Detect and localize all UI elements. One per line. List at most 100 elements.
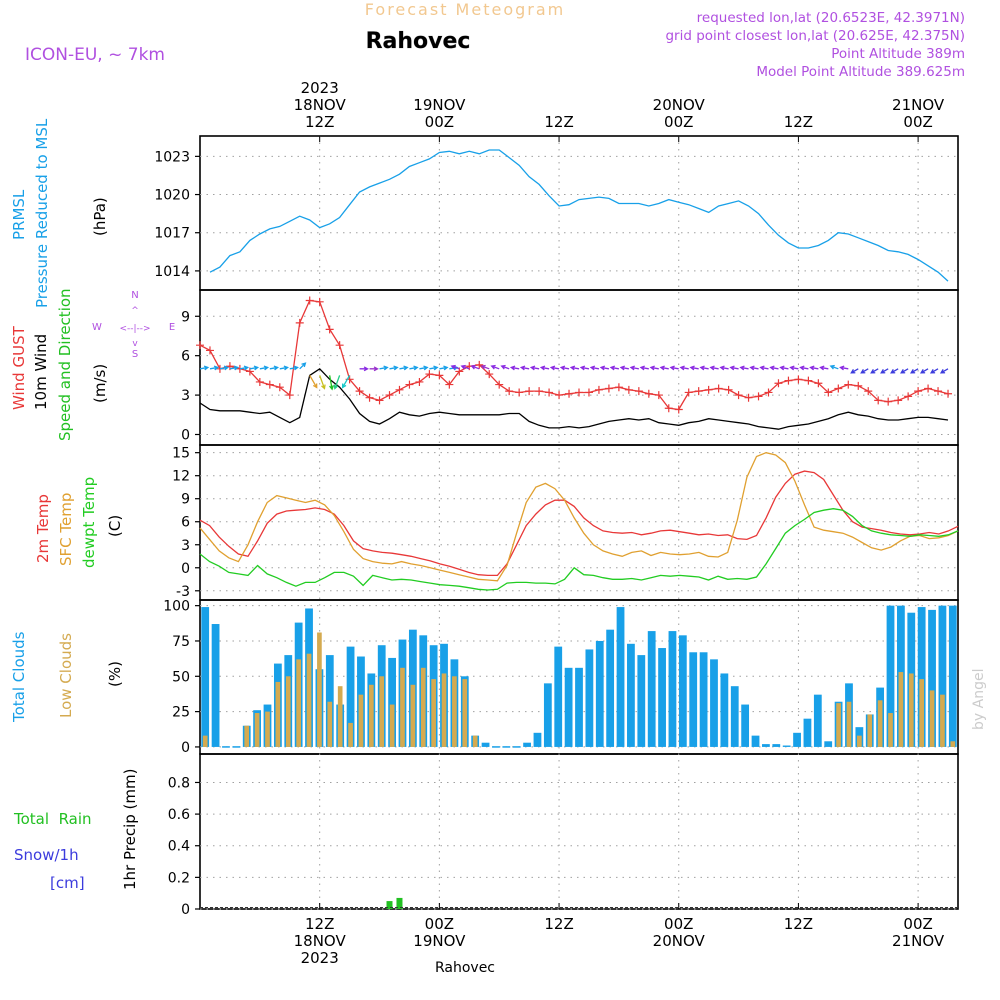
total-cloud-bar: [647, 631, 656, 747]
precip-label-rain: Total Rain: [13, 810, 92, 828]
wind-direction-arrow: [850, 368, 859, 374]
total-cloud-bar: [564, 667, 573, 747]
bottom-time-label: 12Z: [784, 915, 813, 933]
total-cloud-bar: [325, 655, 334, 747]
total-cloud-bar: [533, 732, 542, 747]
wind-direction-arrow: [199, 365, 210, 371]
wind-gust-marker: [674, 405, 683, 414]
wind-gust-marker: [415, 377, 424, 386]
wind-gust-marker: [814, 379, 823, 388]
total-cloud-bar: [388, 657, 396, 747]
wind-direction-arrow: [480, 364, 490, 370]
temp-unit: (C): [106, 515, 124, 537]
wind-direction-arrow: [299, 362, 307, 370]
wind-direction-arrow: [569, 365, 580, 371]
model-altitude: Model Point Altitude 389.625m: [756, 64, 965, 80]
total-cloud-bar: [928, 609, 936, 747]
wind-gust-marker: [225, 362, 234, 371]
total-cloud-bar: [730, 686, 739, 747]
total-cloud-bar: [523, 742, 531, 747]
low-cloud-bar: [846, 701, 852, 747]
wind-direction-arrow: [549, 365, 560, 371]
pressure-label-prmsl: PRMSL: [10, 189, 28, 240]
wind-gust-marker: [196, 341, 204, 350]
wind-gust-marker: [445, 380, 454, 389]
wind-direction-arrow: [809, 365, 819, 371]
watermark: by Angel: [971, 669, 987, 730]
wind-gust-marker: [335, 341, 344, 350]
wind-tick-label: 6: [181, 349, 190, 365]
wind-ylabels: Wind GUST 10m Wind Speed and Direction (…: [10, 288, 175, 441]
total-cloud-bar: [554, 646, 563, 747]
total-cloud-bar: [201, 607, 210, 747]
wind-gust-marker: [405, 380, 414, 389]
precip-tick-label: 0.6: [168, 807, 190, 823]
wind-direction-arrow: [789, 365, 799, 371]
pressure-tick-label: 1017: [154, 226, 190, 242]
model-label: ICON-EU, ~ 7km: [25, 45, 165, 65]
wind-direction-arrow: [839, 365, 849, 371]
wind-direction-arrow: [219, 365, 230, 371]
data-marks: [196, 149, 959, 909]
wind-gust-marker: [754, 392, 763, 401]
total-cloud-bar: [699, 652, 708, 747]
y-ticks: 1014 1017 1020 1023 0 3 6 9 -3 0 3 6 9 12 15 0 25 50 75 100…: [154, 149, 200, 918]
requested-coords: requested lon,lat (20.6523E, 42.3971N): [697, 10, 965, 26]
top-time-label: 12Z: [305, 113, 334, 131]
wind-gust-marker: [435, 371, 444, 380]
footer-location: Rahovec: [435, 960, 495, 976]
wind-direction-arrow: [589, 365, 600, 371]
low-cloud-bar: [368, 684, 374, 747]
location-title: Rahovec: [366, 29, 471, 54]
top-time-label: 12Z: [544, 113, 573, 131]
wind-direction-arrow: [649, 365, 659, 371]
bottom-time-label: 20NOV: [653, 932, 706, 950]
wind-direction-arrow: [629, 365, 639, 371]
wind-gust-marker: [555, 391, 564, 400]
pressure-frame: [199, 135, 959, 291]
wind-gust-marker: [704, 385, 713, 394]
compass-e: E: [169, 322, 175, 333]
cloud-label-total: Total Clouds: [10, 631, 28, 723]
wind-direction-arrow: [319, 375, 326, 390]
low-cloud-bar: [888, 713, 893, 747]
wind-gust-marker: [734, 391, 743, 400]
compass-arrow-down: v: [132, 339, 138, 349]
wind-gust-marker: [784, 376, 793, 385]
low-cloud-bar: [452, 676, 457, 747]
low-cloud-bar: [898, 672, 904, 747]
low-cloud-bar: [348, 722, 353, 747]
clouds-tick-label: 50: [172, 669, 190, 685]
wind-direction-arrow: [819, 365, 829, 371]
total-cloud-bar: [211, 624, 220, 747]
wind-gust-marker: [285, 391, 294, 400]
low-cloud-bar: [254, 713, 260, 747]
wind-direction-arrow: [490, 364, 500, 370]
wind-direction-arrow: [689, 365, 699, 371]
wind-gust-marker: [275, 383, 284, 392]
compass-n: N: [131, 290, 138, 301]
wind-gust-marker: [594, 385, 603, 394]
wind-speed-line: [199, 367, 949, 430]
wind-gust-marker: [575, 388, 583, 397]
precip-label-snow: Snow/1h: [14, 846, 79, 864]
total-cloud-bar: [720, 673, 729, 747]
temp-tick-label: 0: [181, 561, 190, 577]
wind-direction-arrow: [529, 365, 540, 371]
wind-gust-marker: [744, 393, 753, 402]
wind-direction-arrow: [399, 365, 409, 371]
total-cloud-bar: [917, 607, 926, 747]
wind-direction-arrow: [609, 365, 620, 371]
wind-gust-marker: [604, 384, 613, 393]
wind-direction-arrow: [470, 364, 480, 370]
temp-tick-label: -3: [176, 584, 190, 600]
low-cloud-bar: [202, 735, 208, 747]
wind-gust-marker: [515, 388, 524, 397]
total-cloud-bar: [689, 652, 698, 747]
total-cloud-bar: [751, 735, 760, 747]
gridpoint-coords: grid point closest lon,lat (20.625E, 42.…: [665, 28, 965, 44]
wind-direction-arrow: [460, 364, 470, 370]
pressure-tick-label: 1014: [154, 264, 190, 280]
wind-tick-label: 9: [181, 309, 190, 325]
bottom-time-label: 00Z: [664, 915, 693, 933]
